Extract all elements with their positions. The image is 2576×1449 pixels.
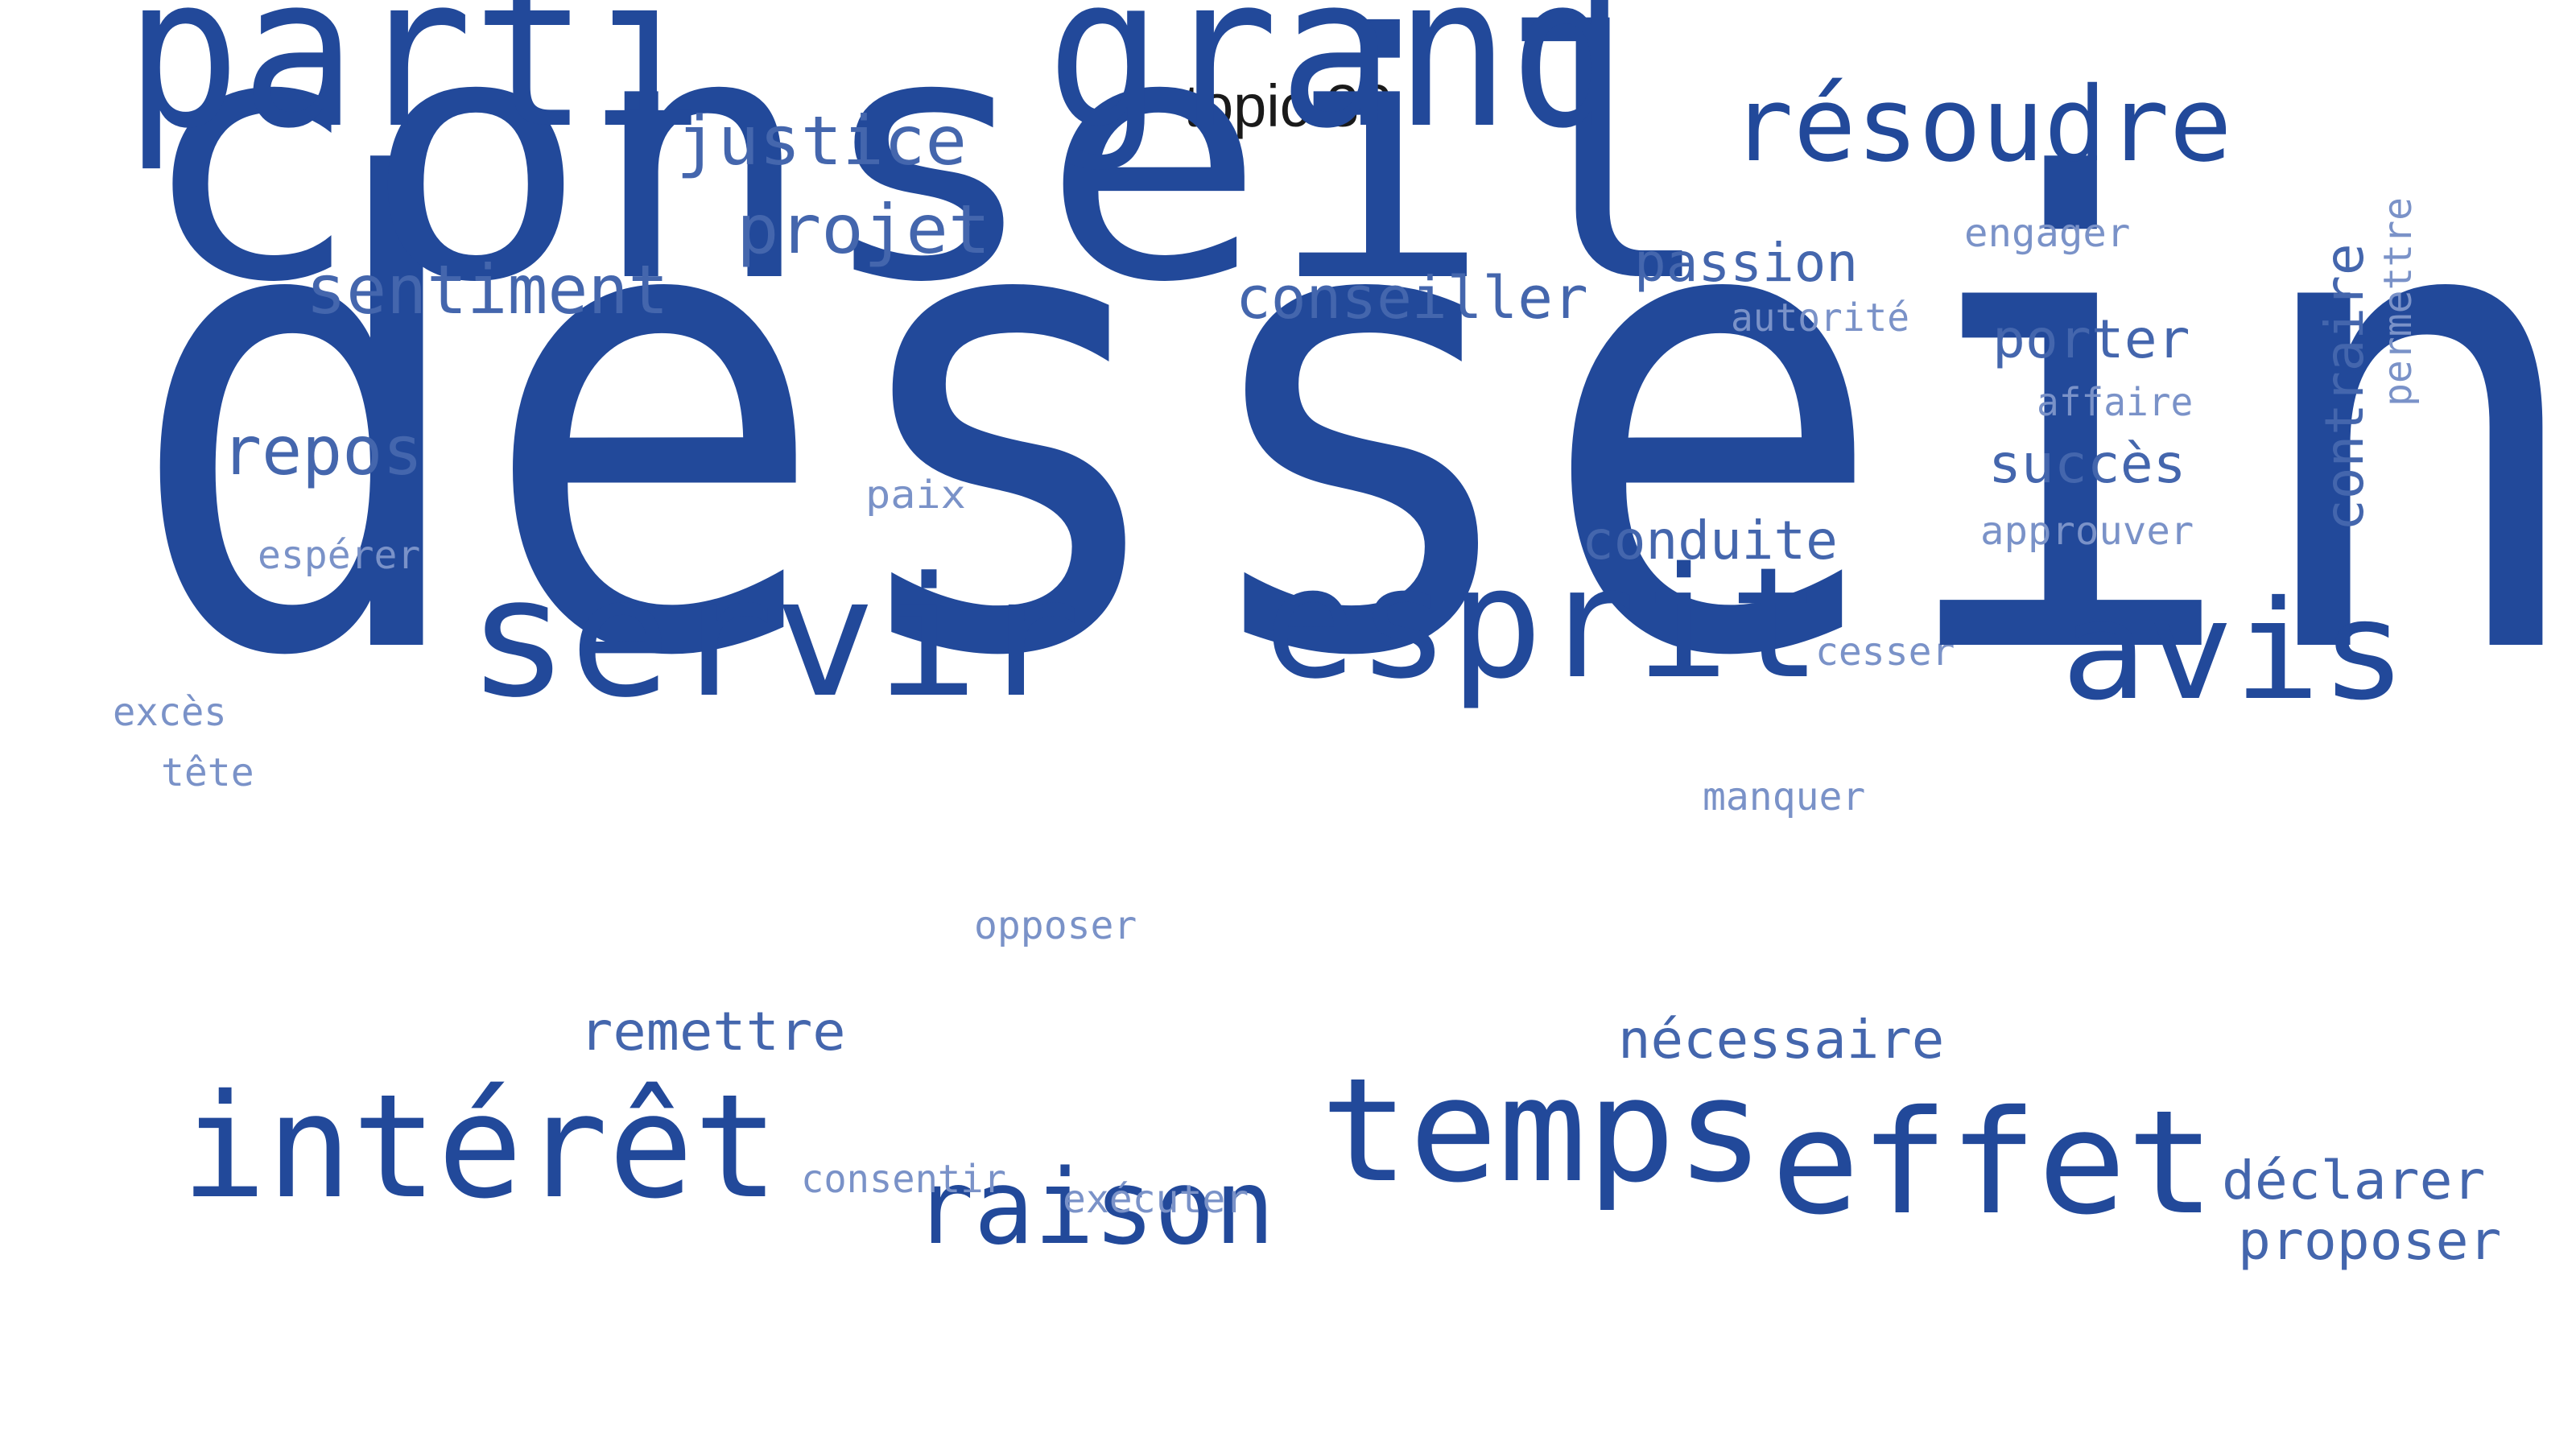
word-raison: raison xyxy=(914,1148,1275,1269)
word-paix: paix xyxy=(865,472,966,518)
word-esprit: esprit xyxy=(1264,535,1823,713)
word-dessein: dessein xyxy=(125,47,2576,797)
word-executer: exécuter xyxy=(1063,1176,1249,1222)
word-manquer: manquer xyxy=(1703,774,1866,819)
word-avis: avis xyxy=(2061,571,2407,731)
word-porter: porter xyxy=(1992,308,2190,371)
word-autorite: autorité xyxy=(1731,295,1909,341)
word-resoudre: résoudre xyxy=(1731,65,2232,186)
word-grand: grand xyxy=(1046,0,1627,175)
word-passion: passion xyxy=(1634,232,1859,295)
word-necessaire: nécessaire xyxy=(1618,1009,1945,1071)
word-remettre: remettre xyxy=(580,1001,846,1063)
word-conseil: conseil xyxy=(137,0,1719,357)
figure-title: topic 36 xyxy=(1183,72,1393,139)
word-approuver: approuver xyxy=(1980,508,2194,554)
word-justice: justice xyxy=(676,101,968,180)
word-effet: effet xyxy=(1771,1080,2215,1247)
word-esperer: espérer xyxy=(258,532,421,578)
word-engager: engager xyxy=(1964,210,2131,256)
word-permettre: permettre xyxy=(2376,196,2421,407)
word-projet: projet xyxy=(737,189,991,269)
word-succes: succès xyxy=(1988,433,2186,496)
word-proposer: proposer xyxy=(2238,1210,2502,1273)
word-temps: temps xyxy=(1320,1047,1765,1215)
word-tete: tête xyxy=(161,749,254,795)
word-consentir: consentir xyxy=(801,1156,1006,1202)
word-opposer: opposer xyxy=(974,902,1137,948)
word-declarer: déclarer xyxy=(2222,1150,2486,1212)
word-repos: repos xyxy=(221,411,423,490)
word-interet: intérêt xyxy=(181,1063,779,1231)
word-sentiment: sentiment xyxy=(306,250,669,329)
word-conseiller: conseiller xyxy=(1236,263,1588,332)
word-exces: excès xyxy=(113,689,227,735)
word-servir: servir xyxy=(467,543,1081,735)
word-conduite: conduite xyxy=(1582,510,1838,572)
word-cesser: cesser xyxy=(1815,629,1955,675)
word-affaire: affaire xyxy=(2037,379,2194,425)
word-contraire: contraire xyxy=(2314,243,2376,531)
word-parti: parti xyxy=(125,0,705,175)
